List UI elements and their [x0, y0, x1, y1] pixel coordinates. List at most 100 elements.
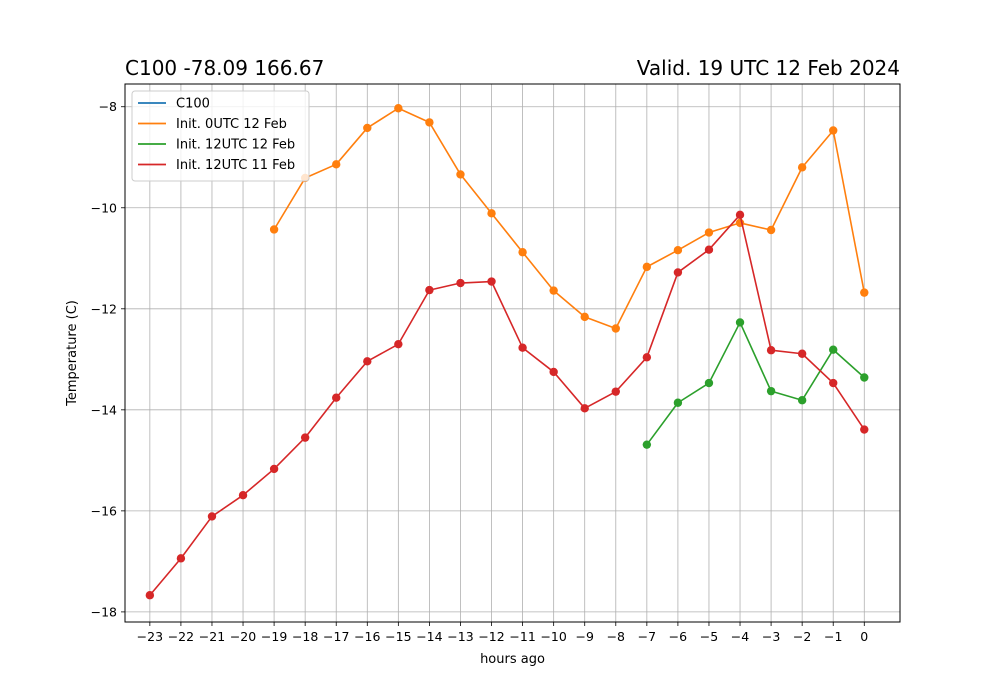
y-tick-label: −12 — [91, 301, 117, 316]
data-point — [300, 433, 310, 442]
data-point — [145, 591, 155, 600]
data-point — [176, 554, 186, 563]
x-tick-label: −21 — [199, 629, 225, 644]
x-tick-label: −10 — [540, 629, 566, 644]
data-point — [425, 285, 434, 295]
x-tick-label: −15 — [385, 629, 411, 644]
x-tick-label: −16 — [354, 629, 380, 644]
data-point — [766, 346, 776, 355]
x-tick-label: 0 — [860, 629, 868, 644]
data-point — [518, 343, 527, 352]
data-point — [642, 353, 652, 362]
x-tick-label: −17 — [323, 629, 349, 644]
data-point — [580, 312, 589, 322]
legend-entry: C100 — [176, 97, 210, 112]
data-point — [269, 225, 279, 234]
data-point — [704, 228, 714, 237]
data-point — [456, 278, 465, 288]
data-point — [332, 160, 341, 169]
data-point — [363, 123, 372, 133]
data-point — [394, 104, 403, 113]
data-point — [207, 512, 217, 521]
x-tick-label: −2 — [793, 629, 811, 644]
series-line — [273, 107, 866, 330]
data-point — [735, 318, 745, 327]
x-axis: −23 −22 −21 −20 −19 −18 −17 −16 −15 −14 −13 −12 −11−… — [137, 622, 868, 644]
legend-box — [131, 90, 310, 182]
x-tick-label: −3 — [762, 629, 780, 644]
data-point — [518, 248, 527, 257]
data-point — [611, 387, 620, 396]
data-point — [704, 245, 714, 254]
y-axis-label: Temperature (C) — [65, 300, 80, 407]
data-point — [829, 126, 838, 135]
data-point — [425, 118, 434, 127]
data-point — [829, 378, 838, 388]
x-tick-label: −13 — [447, 629, 473, 644]
series-2 — [642, 318, 869, 449]
x-tick-label: −8 — [607, 629, 625, 644]
legend-entry: Init. 12UTC 11 Feb — [176, 158, 295, 173]
data-point — [642, 262, 652, 272]
data-point — [860, 373, 869, 382]
x-tick-label: −18 — [292, 629, 318, 644]
y-tick-label: −8 — [99, 99, 117, 114]
data-point — [269, 464, 279, 474]
data-point — [549, 367, 558, 377]
y-tick-label: −10 — [91, 200, 117, 215]
data-point — [860, 425, 869, 434]
x-tick-label: −14 — [416, 629, 442, 644]
x-tick-label: −19 — [261, 629, 287, 644]
x-tick-label: −11 — [509, 629, 535, 644]
data-point — [363, 357, 372, 366]
data-point — [797, 349, 807, 358]
y-tick-label: −16 — [91, 503, 117, 518]
data-point — [829, 345, 838, 354]
x-tick-label: −4 — [731, 629, 749, 644]
legend: C100 Init. 0UTC 12 Feb Init. 12UTC 12 Feb I… — [131, 90, 310, 182]
y-tick-label: −14 — [91, 402, 117, 417]
x-axis-label: hours ago — [480, 652, 545, 667]
series-line — [149, 214, 865, 596]
y-axis: −18 −16 −14 −12 −10 −8 — [91, 99, 125, 619]
x-tick-label: −23 — [137, 629, 163, 644]
data-point — [642, 440, 652, 449]
x-tick-label: −9 — [576, 629, 594, 644]
data-point — [673, 268, 683, 277]
data-point — [456, 170, 465, 179]
data-point — [673, 398, 683, 407]
data-point — [487, 209, 496, 218]
series-line — [646, 321, 865, 446]
x-tick-label: −20 — [230, 629, 256, 644]
x-tick-label: −5 — [700, 629, 718, 644]
y-tick-label: −18 — [91, 604, 117, 619]
chart-title-right: Valid. 19 UTC 12 Feb 2024 — [636, 56, 900, 80]
series-1 — [269, 104, 869, 333]
x-tick-label: −12 — [478, 629, 504, 644]
data-point — [704, 378, 714, 388]
data-point — [332, 393, 341, 402]
x-tick-label: −6 — [669, 629, 687, 644]
x-tick-label: −1 — [824, 629, 842, 644]
data-point — [549, 286, 558, 295]
data-point — [611, 324, 620, 333]
legend-entry: Init. 12UTC 12 Feb — [176, 138, 295, 153]
x-tick-label: −22 — [168, 629, 194, 644]
data-point — [238, 491, 248, 500]
legend-entry: Init. 0UTC 12 Feb — [176, 117, 287, 132]
data-point — [766, 225, 776, 235]
chart-title-left: C100 -78.09 166.67 — [125, 56, 325, 80]
x-tick-label: −7 — [638, 629, 656, 644]
data-point — [797, 396, 807, 405]
series-3 — [145, 210, 869, 600]
data-point — [487, 277, 496, 286]
data-point — [766, 386, 776, 396]
data-point — [860, 288, 869, 297]
data-point — [673, 245, 683, 255]
data-point — [735, 210, 745, 220]
data-point — [797, 163, 807, 172]
data-point — [394, 339, 403, 349]
plot-frame — [124, 83, 901, 623]
data-point — [580, 404, 589, 413]
